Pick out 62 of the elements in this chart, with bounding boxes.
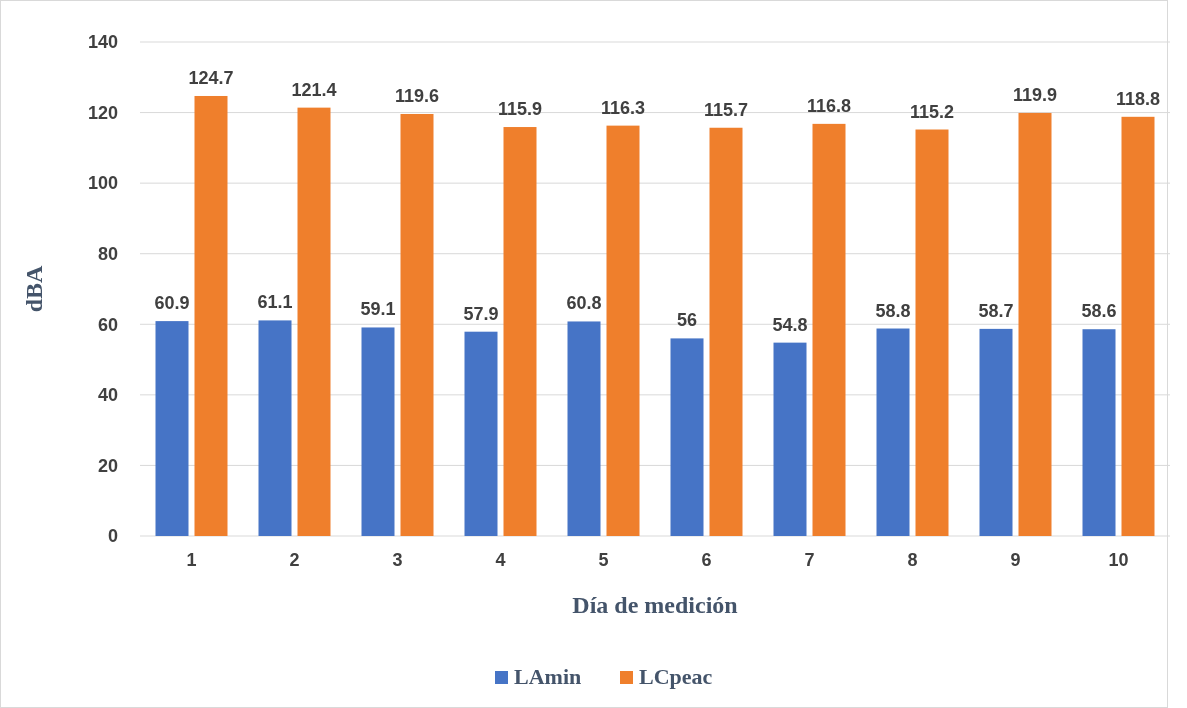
- data-label: 58.7: [978, 300, 1014, 321]
- x-tick-label: 3: [392, 550, 403, 570]
- data-label: 119.6: [394, 85, 440, 106]
- x-axis-title: Día de medición: [572, 592, 738, 618]
- x-tick-label: 1: [186, 550, 197, 570]
- data-label: 57.9: [463, 303, 499, 324]
- bar: [194, 95, 228, 536]
- data-label: 119.9: [1012, 84, 1058, 105]
- data-label: 54.8: [772, 314, 808, 335]
- bar: [606, 125, 640, 536]
- y-axis-title: dBA: [21, 264, 47, 313]
- y-tick-label: 140: [87, 32, 118, 53]
- bar: [812, 123, 846, 536]
- data-label: 58.8: [875, 300, 911, 321]
- data-label: 56: [676, 310, 698, 331]
- bar: [709, 127, 743, 536]
- x-tick-label: 6: [701, 550, 712, 570]
- bar: [155, 321, 189, 536]
- bar: [1121, 116, 1155, 536]
- data-label: 118.8: [1115, 88, 1161, 109]
- y-tick-label: 100: [87, 173, 118, 194]
- x-tick-label: 7: [804, 550, 815, 570]
- x-tick-label: 2: [289, 550, 300, 570]
- data-label: 116.3: [600, 97, 646, 118]
- bar: [361, 327, 395, 536]
- bar: [915, 129, 949, 536]
- x-tick-label: 9: [1010, 550, 1021, 570]
- y-tick-label: 20: [97, 455, 118, 476]
- bar: [503, 127, 537, 536]
- data-label: 60.9: [154, 293, 190, 314]
- data-label: 115.2: [909, 101, 955, 122]
- bar: [400, 113, 434, 536]
- data-label: 60.8: [566, 293, 602, 314]
- legend-label: LCpeac: [639, 664, 713, 689]
- data-label: 61.1: [257, 292, 293, 313]
- bar: [773, 342, 807, 536]
- bar: [876, 328, 910, 536]
- bar: [1082, 329, 1116, 536]
- data-label: 121.4: [291, 79, 337, 100]
- data-label: 58.6: [1081, 301, 1117, 322]
- data-label: 59.1: [360, 299, 396, 320]
- bar: [567, 321, 601, 536]
- bar: [297, 107, 331, 536]
- x-tick-label: 8: [907, 550, 918, 570]
- y-tick-label: 80: [97, 244, 118, 265]
- bar: [464, 331, 498, 536]
- x-tick-label: 4: [495, 550, 506, 570]
- bar: [979, 328, 1013, 536]
- bar: [670, 338, 704, 536]
- legend-label: LAmin: [514, 664, 582, 689]
- x-tick-label: 10: [1108, 550, 1129, 570]
- data-label: 116.8: [806, 95, 852, 116]
- x-tick-label: 5: [598, 550, 609, 570]
- data-label: 115.7: [703, 99, 749, 120]
- data-label: 124.7: [188, 67, 234, 88]
- data-label: 115.9: [497, 99, 543, 120]
- bar: [258, 320, 292, 536]
- y-tick-label: 120: [87, 102, 118, 123]
- y-tick-label: 0: [107, 526, 118, 547]
- bar: [1018, 112, 1052, 536]
- y-tick-label: 60: [97, 314, 118, 335]
- y-tick-label: 40: [97, 385, 118, 406]
